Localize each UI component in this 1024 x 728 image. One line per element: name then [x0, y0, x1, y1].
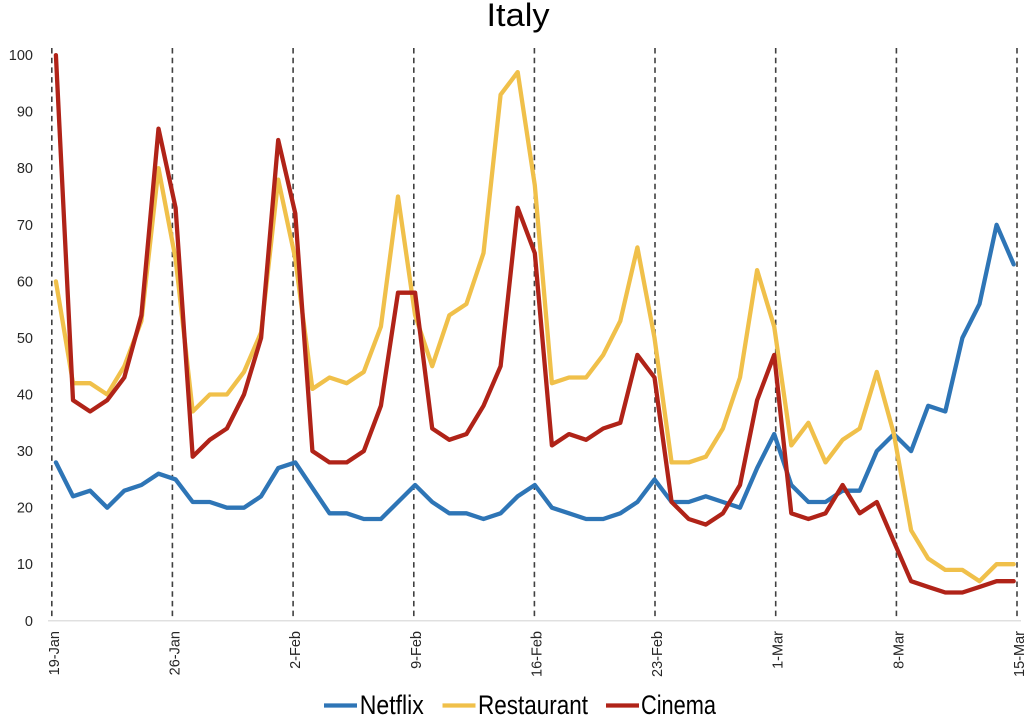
svg-text:20: 20 — [17, 501, 33, 517]
svg-text:Restaurant: Restaurant — [478, 690, 588, 720]
svg-text:90: 90 — [17, 105, 33, 121]
svg-text:50: 50 — [17, 331, 33, 347]
svg-text:26-Jan: 26-Jan — [167, 631, 183, 675]
svg-text:8-Mar: 8-Mar — [891, 631, 907, 669]
svg-text:15-Mar: 15-Mar — [1012, 631, 1024, 677]
svg-text:9-Feb: 9-Feb — [409, 631, 425, 669]
svg-text:60: 60 — [17, 274, 33, 290]
svg-text:80: 80 — [17, 161, 33, 177]
svg-text:70: 70 — [17, 218, 33, 234]
svg-text:Cinema: Cinema — [641, 690, 717, 720]
svg-text:30: 30 — [17, 444, 33, 460]
svg-text:19-Jan: 19-Jan — [47, 631, 63, 675]
svg-text:1-Mar: 1-Mar — [771, 631, 787, 669]
svg-text:16-Feb: 16-Feb — [529, 631, 545, 677]
svg-text:23-Feb: 23-Feb — [650, 631, 666, 677]
svg-text:40: 40 — [17, 388, 33, 404]
svg-text:Netflix: Netflix — [360, 690, 424, 720]
svg-text:2-Feb: 2-Feb — [288, 631, 304, 669]
svg-text:100: 100 — [9, 48, 33, 64]
svg-text:Italy: Italy — [487, 0, 550, 33]
svg-text:0: 0 — [25, 614, 33, 630]
svg-text:10: 10 — [17, 557, 33, 573]
